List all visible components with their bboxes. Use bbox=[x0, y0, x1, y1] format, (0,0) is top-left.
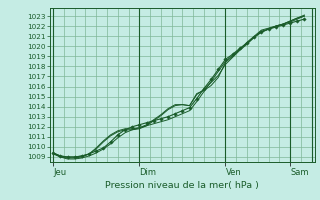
X-axis label: Pression niveau de la mer( hPa ): Pression niveau de la mer( hPa ) bbox=[106, 181, 259, 190]
